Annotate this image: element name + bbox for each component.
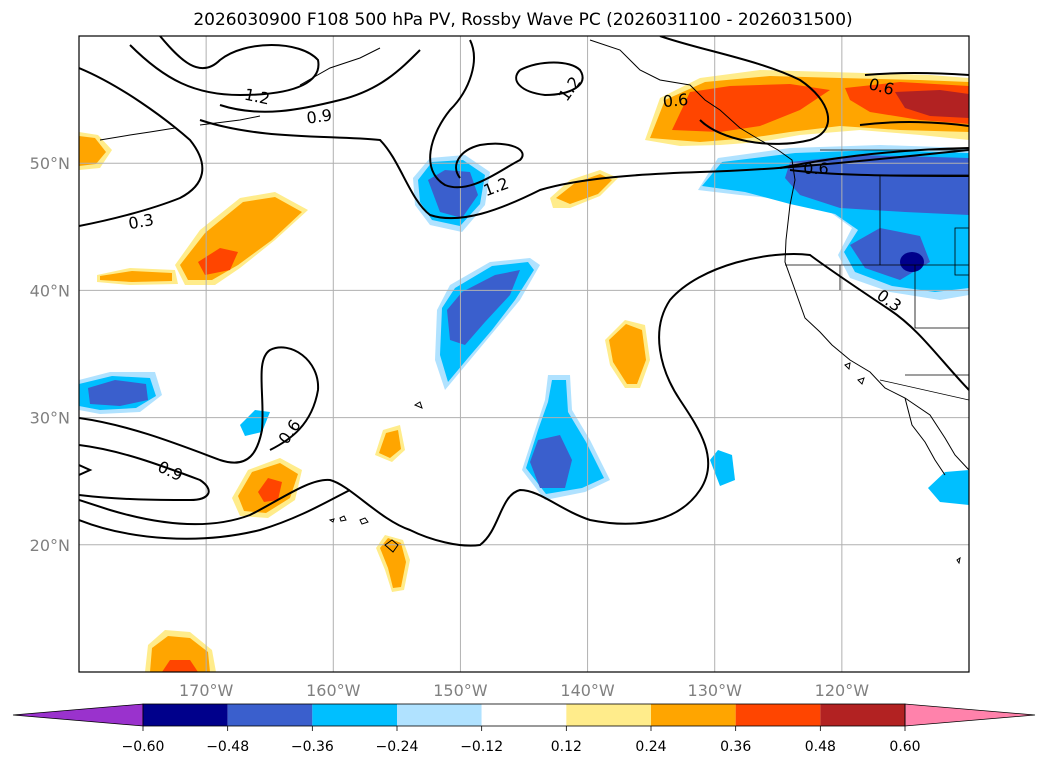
anomaly-baja-negative xyxy=(710,450,735,486)
lat-tick-label: 30°N xyxy=(30,409,70,428)
colorbar-bin xyxy=(312,704,397,726)
lat-tick-label: 40°N xyxy=(30,281,70,300)
small-islands xyxy=(413,362,961,565)
contour-0p6-canada xyxy=(859,72,969,127)
graticule xyxy=(79,36,969,672)
colorbar-tick-label: 0.24 xyxy=(635,739,666,755)
contour-0p6-east xyxy=(779,147,969,169)
chart-title: 2026030900 F108 500 hPa PV, Rossby Wave … xyxy=(193,10,852,30)
hawaii-islands xyxy=(328,515,399,553)
colorbar-bin xyxy=(566,704,651,726)
map-panel: 1.2 0.9 1.2 1.2 0.6 0.6 0.3 0.3 0.6 0.9 … xyxy=(79,36,969,672)
colorbar-frame xyxy=(142,703,906,727)
colorbar-tick-label: −0.12 xyxy=(460,739,503,755)
lon-tick-label: 130°W xyxy=(688,681,743,700)
latitude-labels: 50°N 40°N 30°N 20°N xyxy=(30,154,70,555)
contour-label: 1.2 xyxy=(243,85,272,109)
contour-label: 0.6 xyxy=(803,159,828,178)
colorbar-bin xyxy=(397,704,482,726)
colorbar-bin xyxy=(820,704,905,726)
contour-1p2-aleutian xyxy=(129,36,320,97)
coastlines xyxy=(99,39,969,565)
contour-1p2-small xyxy=(515,61,584,97)
lon-tick-label: 150°W xyxy=(433,681,488,700)
anomaly-nw-negative xyxy=(698,145,969,300)
contour-0p6-loop xyxy=(79,346,320,464)
lon-tick-label: 120°W xyxy=(815,681,870,700)
colorbar-tick-label: 0.36 xyxy=(720,739,751,755)
colorbar-tick-label: 0.60 xyxy=(889,739,920,755)
lon-tick-label: 140°W xyxy=(560,681,615,700)
lat-tick-label: 50°N xyxy=(30,154,70,173)
colorbar-tick-label: 0.48 xyxy=(805,739,836,755)
anomaly-mexico-negative xyxy=(928,470,969,505)
contour-label: 0.6 xyxy=(662,90,689,111)
contour-0p3-west xyxy=(79,67,204,227)
colorbar-tick-label: −0.48 xyxy=(206,739,249,755)
colorbar-extend-low xyxy=(12,703,144,727)
west-coast xyxy=(589,39,969,471)
colorbar-tick-label: −0.36 xyxy=(291,739,334,755)
colorbar-extend-high xyxy=(904,703,1036,727)
pv-shading xyxy=(79,70,969,672)
colorbar-tick-label: −0.60 xyxy=(122,739,165,755)
contour-0p9-south xyxy=(79,444,210,502)
colorbar: −0.60 −0.48 −0.36 −0.24 −0.12 0.12 0.24 0.36 0.4… xyxy=(12,703,1036,755)
colorbar-bin xyxy=(735,704,821,726)
anomaly-bc-positive xyxy=(645,70,969,146)
lon-tick-label: 170°W xyxy=(179,681,234,700)
colorbar-bin xyxy=(143,704,228,726)
colorbar-tick-label: −0.24 xyxy=(376,739,419,755)
colorbar-bin xyxy=(227,704,313,726)
map-frame xyxy=(78,35,970,673)
baja-peninsula xyxy=(904,397,946,476)
contour-1p2-bc xyxy=(659,36,830,145)
map-background xyxy=(79,36,969,672)
colorbar-bin xyxy=(481,704,567,726)
lat-tick-label: 20°N xyxy=(30,536,70,555)
contour-0p3-south xyxy=(79,253,969,547)
colorbar-bin xyxy=(651,704,736,726)
contour-1p2-center xyxy=(429,39,524,189)
contour-label: 0.3 xyxy=(127,210,155,233)
contour-edge-tick xyxy=(79,464,93,476)
contour-label: 0.9 xyxy=(305,105,333,127)
lon-tick-label: 160°W xyxy=(306,681,361,700)
longitude-labels: 170°W 160°W 150°W 140°W 130°W 120°W xyxy=(179,681,869,700)
contour-0p9-north xyxy=(219,49,421,113)
contour-0p6-south xyxy=(79,489,351,540)
contour-0p6-band xyxy=(789,169,969,177)
colorbar-tick-label: 0.12 xyxy=(551,739,582,755)
pv-contours xyxy=(79,36,969,547)
